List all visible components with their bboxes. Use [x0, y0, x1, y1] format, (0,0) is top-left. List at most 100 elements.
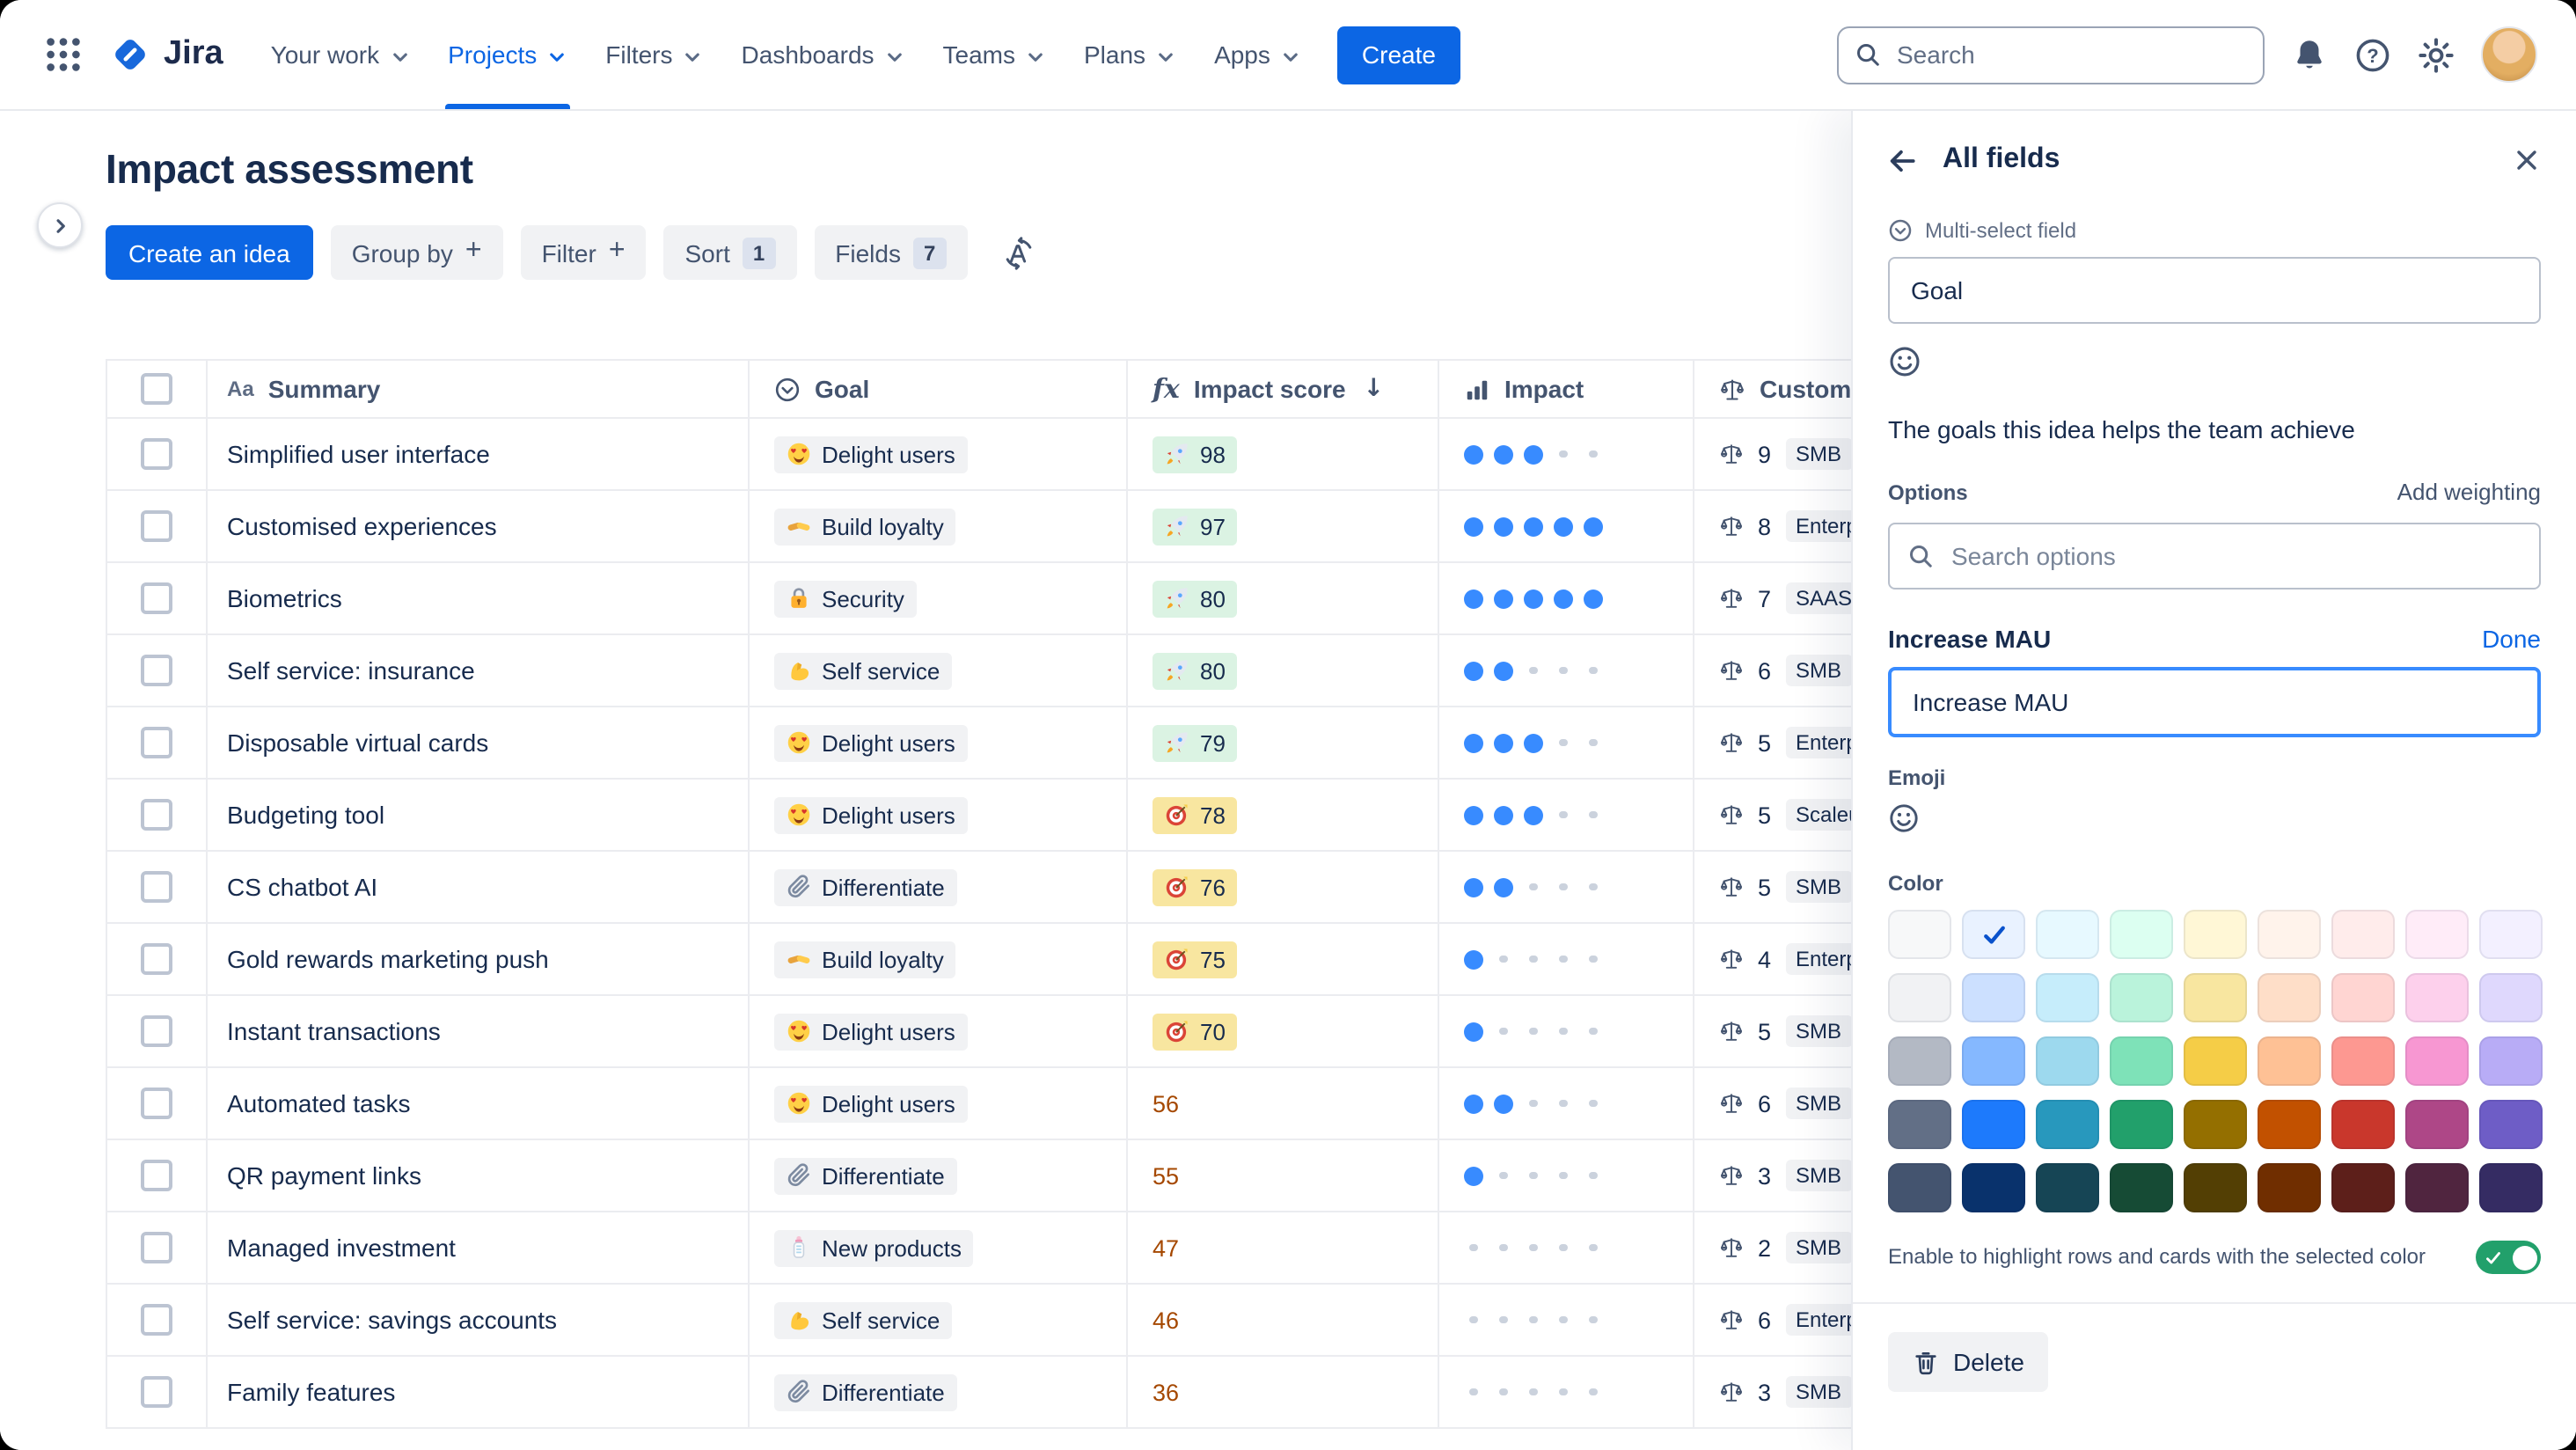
impact-score-chip[interactable]: 70 [1153, 1013, 1238, 1050]
impact-rating[interactable] [1464, 589, 1603, 608]
color-swatch[interactable] [1962, 1036, 2025, 1086]
row-checkbox[interactable] [141, 871, 172, 903]
create-button[interactable]: Create [1336, 26, 1460, 84]
row-checkbox[interactable] [141, 655, 172, 686]
close-icon[interactable] [2513, 146, 2541, 174]
row-checkbox[interactable] [141, 582, 172, 614]
color-swatch[interactable] [2036, 973, 2099, 1022]
color-swatch[interactable] [2331, 973, 2395, 1022]
goal-chip[interactable]: Differentiate [774, 868, 957, 905]
option-emoji-picker-icon[interactable] [1888, 802, 1920, 834]
impact-score-chip[interactable]: 78 [1153, 796, 1238, 833]
color-swatch[interactable] [2479, 1100, 2543, 1149]
goal-chip[interactable]: Security [774, 580, 917, 617]
color-swatch[interactable] [2479, 1163, 2543, 1212]
impact-rating[interactable] [1464, 949, 1603, 969]
table-row[interactable]: Self service: insurance Self service 80 6 SM… [107, 635, 2082, 707]
summary-cell[interactable]: Managed investment [208, 1212, 750, 1285]
color-swatch[interactable] [1962, 1100, 2025, 1149]
impact-rating[interactable] [1464, 1022, 1603, 1041]
color-swatch[interactable] [2405, 910, 2469, 959]
color-swatch[interactable] [2110, 910, 2173, 959]
customers-tag[interactable]: SMB [1785, 1015, 1853, 1047]
color-swatch[interactable] [1888, 1100, 1951, 1149]
color-swatch[interactable] [1962, 910, 2025, 959]
impact-rating[interactable] [1464, 1388, 1603, 1396]
nav-item-dashboards[interactable]: Dashboards [722, 0, 924, 109]
table-row[interactable]: Instant transactions Delight users 70 5 SMB [107, 996, 2082, 1068]
translate-fields-button[interactable] [992, 226, 1044, 279]
summary-cell[interactable]: Family features [208, 1357, 750, 1429]
color-swatch[interactable] [2258, 1163, 2321, 1212]
row-checkbox[interactable] [141, 1304, 172, 1336]
select-all-checkbox[interactable] [141, 373, 172, 405]
expand-sidebar-button[interactable] [37, 202, 83, 248]
color-swatch[interactable] [1888, 1036, 1951, 1086]
global-search-input[interactable] [1837, 26, 2265, 84]
group-by-button[interactable]: Group by + [330, 225, 503, 280]
column-header-impact-score[interactable]: fx Impact score ↓ [1128, 361, 1439, 419]
color-swatch[interactable] [1888, 973, 1951, 1022]
impact-rating[interactable] [1464, 805, 1603, 824]
row-checkbox[interactable] [141, 438, 172, 470]
impact-rating[interactable] [1464, 444, 1603, 464]
table-row[interactable]: Customised experiences Build loyalty 97 8 En… [107, 491, 2082, 563]
color-swatch[interactable] [2331, 1036, 2395, 1086]
summary-cell[interactable]: Self service: insurance [208, 635, 750, 707]
impact-rating[interactable] [1464, 1243, 1603, 1252]
delete-option-button[interactable]: Delete [1888, 1332, 2049, 1392]
color-swatch[interactable] [2258, 910, 2321, 959]
search-options-input[interactable] [1888, 523, 2541, 590]
table-row[interactable]: CS chatbot AI Differentiate 76 5 SMB [107, 852, 2082, 924]
goal-chip[interactable]: Self service [774, 652, 953, 689]
row-checkbox[interactable] [141, 727, 172, 758]
summary-cell[interactable]: Disposable virtual cards [208, 707, 750, 780]
row-checkbox[interactable] [141, 510, 172, 542]
color-swatch[interactable] [2331, 910, 2395, 959]
impact-score-chip[interactable]: 76 [1153, 868, 1238, 905]
color-swatch[interactable] [2405, 973, 2469, 1022]
impact-rating[interactable] [1464, 1094, 1603, 1113]
row-checkbox[interactable] [141, 943, 172, 975]
nav-item-filters[interactable]: Filters [586, 0, 721, 109]
emoji-picker-icon[interactable] [1888, 345, 1921, 378]
goal-chip[interactable]: Build loyalty [774, 941, 956, 978]
customers-tag[interactable]: SMB [1785, 871, 1853, 903]
user-avatar[interactable] [2481, 26, 2537, 83]
color-swatch[interactable] [2405, 1100, 2469, 1149]
color-swatch[interactable] [2110, 1036, 2173, 1086]
summary-cell[interactable]: Biometrics [208, 563, 750, 635]
summary-cell[interactable]: Instant transactions [208, 996, 750, 1068]
impact-score-chip[interactable]: 98 [1153, 436, 1238, 472]
color-swatch[interactable] [2479, 910, 2543, 959]
customers-tag[interactable]: SMB [1785, 1376, 1853, 1408]
add-weighting-button[interactable]: Add weighting [2397, 479, 2541, 505]
impact-score-chip[interactable]: 97 [1153, 508, 1238, 545]
customers-tag[interactable]: SMB [1785, 1160, 1853, 1191]
color-swatch[interactable] [1888, 910, 1951, 959]
color-swatch[interactable] [2184, 910, 2247, 959]
settings-icon[interactable] [2418, 36, 2455, 73]
column-header-goal[interactable]: Goal [750, 361, 1128, 419]
impact-rating[interactable] [1464, 661, 1603, 680]
impact-score-chip[interactable]: 75 [1153, 941, 1238, 978]
sort-button[interactable]: Sort 1 [663, 225, 797, 280]
help-icon[interactable]: ? [2354, 36, 2391, 73]
goal-chip[interactable]: Delight users [774, 436, 968, 472]
color-swatch[interactable] [2258, 1036, 2321, 1086]
jira-logo[interactable]: Jira [109, 33, 223, 76]
table-row[interactable]: Disposable virtual cards Delight users 79 5… [107, 707, 2082, 780]
table-row[interactable]: Gold rewards marketing push Build loyalty… [107, 924, 2082, 996]
goal-chip[interactable]: Delight users [774, 796, 968, 833]
customers-tag[interactable]: SMB [1785, 655, 1853, 686]
app-switcher-icon[interactable] [42, 33, 84, 76]
color-swatch[interactable] [1888, 1163, 1951, 1212]
impact-rating[interactable] [1464, 1166, 1603, 1185]
table-row[interactable]: Biometrics Security 80 7 SAAS [107, 563, 2082, 635]
color-swatch[interactable] [2331, 1163, 2395, 1212]
color-swatch[interactable] [2184, 1036, 2247, 1086]
goal-chip[interactable]: Differentiate [774, 1157, 957, 1194]
goal-chip[interactable]: Differentiate [774, 1373, 957, 1410]
row-checkbox[interactable] [141, 1088, 172, 1119]
color-swatch[interactable] [2184, 1163, 2247, 1212]
